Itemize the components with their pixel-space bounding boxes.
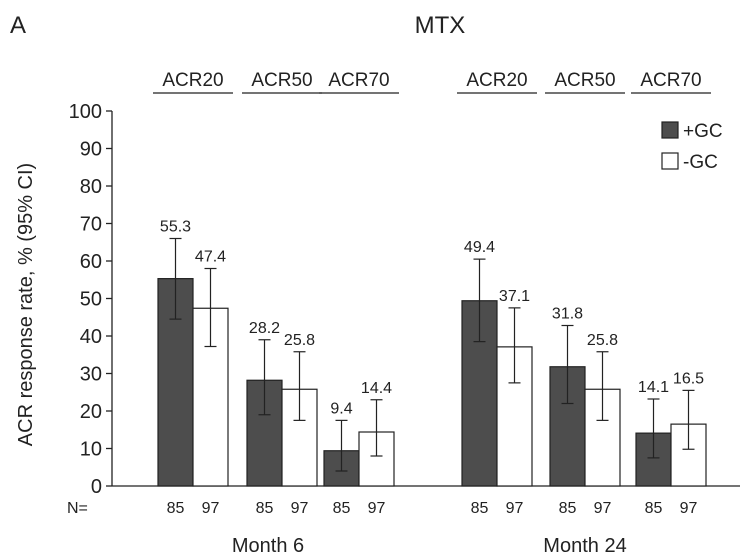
bar-minus-gc (192, 307, 229, 487)
group-label-acr70: ACR70 (328, 70, 389, 91)
group-label-acr70: ACR70 (640, 70, 701, 91)
data-label: 9.4 (330, 400, 352, 417)
legend-swatch-minus-gc (661, 152, 679, 170)
y-tick-label: 40 (80, 326, 102, 348)
data-label: 14.1 (638, 379, 669, 396)
n-value: 97 (368, 500, 386, 517)
legend-label-minus-gc: -GC (683, 152, 718, 173)
group-label-acr50: ACR50 (251, 70, 312, 91)
y-tick-label: 10 (80, 439, 102, 461)
y-tick-label: 80 (80, 176, 102, 198)
group-label-acr20: ACR20 (466, 70, 527, 91)
y-tick-label: 20 (80, 401, 102, 423)
data-label: 14.4 (361, 380, 392, 397)
n-value: 97 (680, 500, 698, 517)
y-tick-label: 90 (80, 139, 102, 161)
data-label: 28.2 (249, 320, 280, 337)
chart-title: MTX (415, 12, 466, 39)
plot-area: 0 10 20 30 40 50 60 70 80 90 100 ACR response rate,… (15, 70, 740, 557)
n-value: 97 (291, 500, 309, 517)
data-label: 16.5 (673, 370, 704, 387)
data-label: 31.8 (552, 306, 583, 323)
y-tick-label: 50 (80, 289, 102, 311)
y-tick-label: 30 (80, 364, 102, 386)
data-label: 37.1 (499, 288, 530, 305)
y-tick-label: 70 (80, 214, 102, 236)
data-label: 25.8 (284, 332, 315, 349)
group-label-acr50: ACR50 (554, 70, 615, 91)
y-tick-label: 60 (80, 251, 102, 273)
data-label: 25.8 (587, 332, 618, 349)
n-value: 85 (256, 500, 274, 517)
n-value: 97 (594, 500, 612, 517)
period-label: Month 6 (232, 535, 304, 557)
y-tick-label: 0 (91, 476, 102, 498)
legend-label-plus-gc: +GC (683, 121, 723, 142)
n-value: 85 (471, 500, 489, 517)
n-value: 97 (506, 500, 524, 517)
y-axis-label: ACR response rate, % (95% CI) (15, 163, 37, 446)
data-label: 47.4 (195, 249, 226, 266)
data-label: 55.3 (160, 219, 191, 236)
period-label: Month 24 (543, 535, 626, 557)
data-label: 49.4 (464, 239, 495, 256)
n-value: 97 (202, 500, 220, 517)
n-prefix-label: N= (67, 500, 88, 517)
legend-swatch-plus-gc (661, 121, 679, 139)
n-value: 85 (645, 500, 663, 517)
n-value: 85 (559, 500, 577, 517)
y-tick-label: 100 (69, 101, 102, 123)
n-value: 85 (333, 500, 351, 517)
panel-letter: A (10, 12, 26, 39)
n-value: 85 (167, 500, 185, 517)
group-label-acr20: ACR20 (162, 70, 223, 91)
